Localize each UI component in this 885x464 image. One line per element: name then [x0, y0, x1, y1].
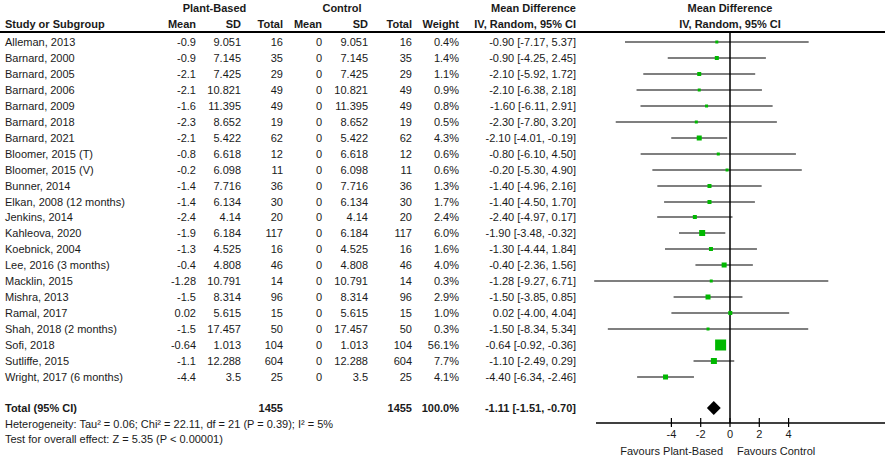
axis-tick-label: -4: [667, 428, 677, 440]
effect-square: [717, 153, 720, 156]
effect-square: [722, 263, 727, 268]
effect-square: [715, 340, 726, 351]
effect-square: [728, 311, 732, 315]
forest-plot-canvas: -4 -2 0 2 4 Favours Plant-Based Favours Contro…: [0, 0, 885, 464]
effect-square: [726, 169, 729, 172]
effect-square: [710, 280, 713, 283]
effect-square: [707, 184, 711, 188]
effect-square: [697, 136, 702, 141]
effect-square: [707, 328, 710, 331]
effect-square: [693, 215, 697, 219]
forest-plot-figure: Plant-Based Control Mean Difference Mean…: [0, 0, 885, 464]
pooled-diamond: [707, 401, 721, 415]
effect-square: [711, 358, 717, 364]
effect-square: [715, 56, 719, 60]
axis-tick-label: -2: [696, 428, 706, 440]
favours-left-label: Favours Plant-Based: [620, 445, 723, 457]
effect-square: [706, 295, 711, 300]
effect-square: [698, 89, 701, 92]
effect-square: [709, 247, 713, 251]
effect-square: [663, 375, 668, 380]
effect-square: [699, 230, 705, 236]
effect-square: [707, 200, 711, 204]
effect-square: [705, 105, 708, 108]
axis-tick-label: 2: [756, 428, 762, 440]
effect-square: [695, 121, 698, 124]
axis-tick-label: 4: [786, 428, 792, 440]
favours-right-label: Favours Control: [737, 445, 815, 457]
axis-tick-label: 0: [727, 428, 733, 440]
effect-square: [697, 72, 701, 76]
effect-square: [715, 41, 718, 44]
